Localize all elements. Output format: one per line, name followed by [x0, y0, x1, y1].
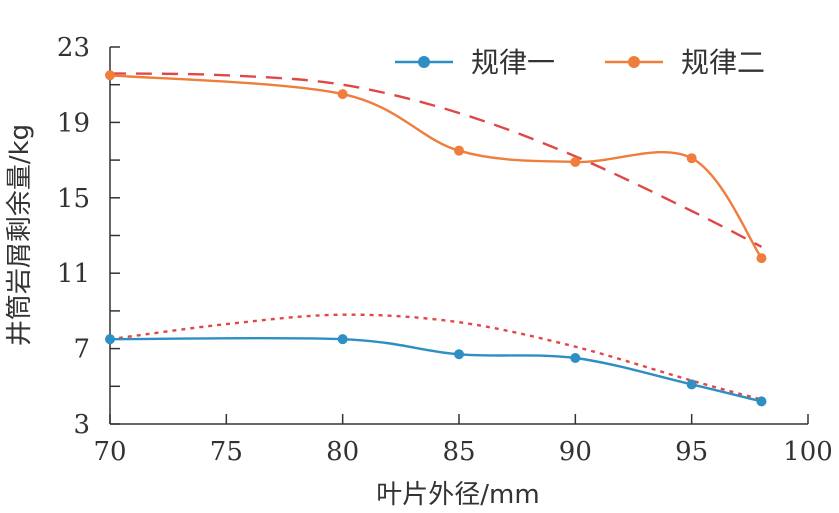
y-tick-label: 7 — [73, 335, 90, 365]
legend-marker-2 — [628, 56, 640, 68]
data-point-series-1 — [105, 334, 115, 345]
series-line-1 — [109, 336, 762, 403]
data-point-series-2 — [570, 156, 581, 167]
data-point-series-1 — [686, 379, 697, 390]
y-tick-label: 15 — [57, 184, 90, 214]
data-point-series-2 — [454, 145, 464, 156]
legend: 规律一 规律二 — [395, 46, 765, 79]
x-tick-label: 85 — [442, 437, 475, 467]
legend-label-1: 规律一 — [471, 46, 555, 79]
data-point-series-2 — [686, 153, 697, 164]
trend-lines — [109, 72, 763, 401]
data-point-series-1 — [454, 349, 464, 360]
legend-label-2: 规律二 — [681, 46, 765, 79]
y-tick-label: 3 — [73, 410, 90, 440]
data-point-series-1 — [570, 353, 581, 364]
ticks: 70 75 80 85 90 95 100 3 7 11 15 19 23 — [57, 33, 833, 467]
y-tick-label: 11 — [57, 259, 90, 289]
series-lines — [105, 70, 767, 407]
x-tick-label: 70 — [93, 437, 126, 467]
legend-marker-1 — [418, 56, 430, 68]
data-point-series-1 — [756, 396, 767, 407]
y-tick-label: 19 — [57, 108, 90, 138]
x-tick-label: 90 — [559, 437, 592, 467]
series-line-2 — [109, 74, 763, 259]
data-point-series-1 — [337, 334, 348, 345]
x-tick-label: 75 — [210, 437, 243, 467]
x-axis-title: 叶片外径/mm — [376, 480, 539, 510]
x-tick-label: 100 — [783, 437, 833, 467]
trend-line-1 — [109, 313, 762, 401]
data-point-series-2 — [756, 253, 767, 264]
axes — [109, 47, 808, 425]
x-tick-label: 80 — [326, 437, 359, 467]
y-axis-title: 井筒岩屑剩余量/kg — [5, 124, 35, 346]
x-tick-label: 95 — [675, 437, 708, 467]
data-point-series-2 — [337, 89, 348, 100]
trend-line-2 — [109, 72, 763, 248]
data-point-series-2 — [105, 70, 115, 81]
y-tick-label: 23 — [57, 33, 90, 63]
